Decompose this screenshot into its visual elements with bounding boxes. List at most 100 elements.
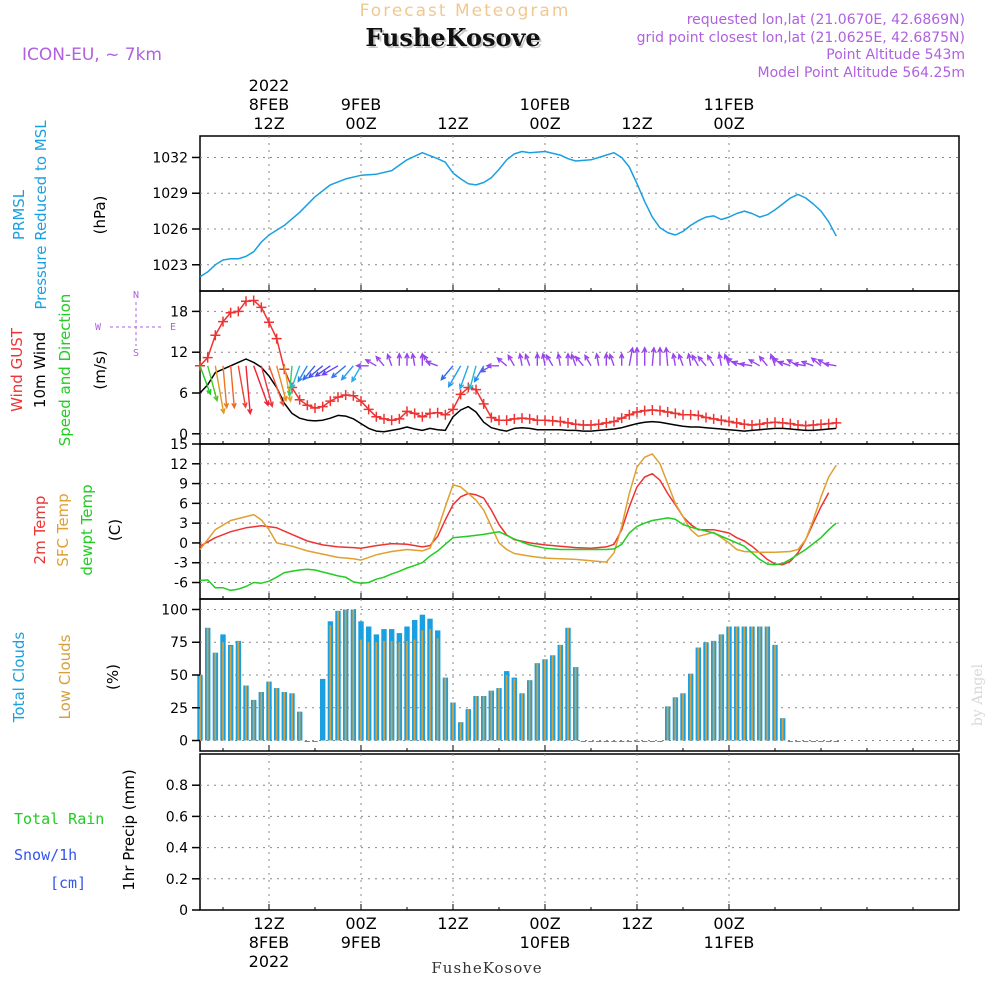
gust-marker xyxy=(655,405,665,416)
low-cloud-bar xyxy=(674,697,677,741)
bottom-time-label: 00Z xyxy=(529,914,560,933)
pressure-panel-frame xyxy=(199,135,960,292)
requested-point: requested lon,lat (21.0670E, 42.6869N) xyxy=(687,12,965,28)
temp-label-2m: 2m Temp xyxy=(31,496,49,565)
pressure-series-line xyxy=(199,150,837,278)
wind-direction-arrow xyxy=(540,352,547,366)
low-cloud-bar xyxy=(352,609,355,741)
pressure-label-prmsl: PRMSL xyxy=(10,189,28,240)
low-cloud-bar xyxy=(229,646,232,741)
top-time-label: 9FEB xyxy=(341,95,381,114)
pressure-ytick-label: 1032 xyxy=(152,150,188,166)
low-cloud-bar xyxy=(774,644,776,741)
low-cloud-bar xyxy=(429,629,431,741)
wind-direction-arrow xyxy=(691,354,699,367)
wind-direction-arrow xyxy=(404,352,410,366)
low-cloud-bar xyxy=(344,609,347,741)
gust-marker xyxy=(386,415,397,426)
temperature-series-line xyxy=(199,453,837,563)
temperature-ytick-label: 0 xyxy=(179,536,188,552)
model-altitude: Model Point Altitude 564.25m xyxy=(758,65,965,81)
gust-marker xyxy=(785,418,796,429)
low-cloud-bar xyxy=(498,688,500,741)
gust-marker xyxy=(662,407,673,418)
compass-rose: N S W E xyxy=(95,290,176,359)
wind-direction-arrow xyxy=(496,357,508,367)
low-cloud-bar xyxy=(544,659,546,741)
precip-panel-frame xyxy=(199,753,960,911)
precip-ytick-label: 0 xyxy=(179,903,188,919)
credit-watermark: by Angel xyxy=(970,663,986,726)
clouds-ytick-label: 100 xyxy=(161,602,188,618)
wind-direction-arrow xyxy=(314,365,331,378)
precip-label-rain: Total Rain xyxy=(14,810,104,828)
gust-marker xyxy=(210,330,221,341)
low-cloud-bar xyxy=(505,675,508,741)
wind-direction-arrow xyxy=(570,352,577,367)
low-cloud-bar xyxy=(444,677,447,741)
clouds-ytick-label: 0 xyxy=(179,734,188,750)
wind-direction-arrow xyxy=(706,354,715,367)
cloud-label-unit: (%) xyxy=(104,664,122,690)
low-cloud-bar xyxy=(720,634,723,741)
wind-direction-arrow xyxy=(565,352,571,366)
bottom-time-label: 8FEB xyxy=(249,933,289,952)
bottom-time-label: 9FEB xyxy=(341,933,381,952)
wind-direction-arrow xyxy=(440,365,454,381)
precip-ytick-label: 0.2 xyxy=(166,872,188,888)
low-cloud-bar xyxy=(337,610,339,741)
gust-marker xyxy=(432,407,443,418)
wind-direction-arrow xyxy=(634,346,640,366)
top-time-label: 10FEB xyxy=(520,95,571,114)
wind-direction-arrow xyxy=(697,355,707,367)
wind-direction-arrow xyxy=(260,365,274,408)
gust-marker xyxy=(225,307,236,318)
low-cloud-bar xyxy=(735,626,738,741)
wind-direction-arrow xyxy=(410,352,417,366)
gust-marker xyxy=(601,417,612,428)
cloud-label-low: Low Clouds xyxy=(56,634,74,719)
gust-marker xyxy=(632,407,642,418)
wind-direction-arrow xyxy=(268,365,285,407)
wind-direction-arrow xyxy=(574,355,584,367)
low-cloud-bar xyxy=(743,626,746,741)
clouds-ytick-label: 75 xyxy=(170,635,188,651)
gust-marker xyxy=(701,412,711,423)
axis-ticks: 1023102610291032061218-6-303691215025507… xyxy=(152,76,960,971)
gust-marker xyxy=(624,409,635,420)
temperature-panel-frame xyxy=(199,443,960,600)
wind-direction-arrow xyxy=(424,360,438,367)
gust-marker xyxy=(317,401,328,412)
precip-label-cm: [cm] xyxy=(50,874,86,892)
wind-direction-arrow xyxy=(230,365,237,410)
low-cloud-bar xyxy=(682,693,684,741)
gust-marker xyxy=(363,404,374,415)
low-cloud-bar xyxy=(712,640,715,741)
top-time-label: 11FEB xyxy=(704,95,755,114)
wind-direction-arrow xyxy=(545,354,554,367)
wind-direction-arrow xyxy=(222,365,230,410)
wind-direction-arrow xyxy=(534,352,541,366)
low-cloud-bar xyxy=(574,667,577,741)
low-cloud-bar xyxy=(245,685,247,741)
model-label: ICON-EU, ~ 7km xyxy=(22,45,162,65)
gust-marker xyxy=(754,419,765,430)
wind-series-line xyxy=(199,358,837,433)
gust-marker xyxy=(394,413,405,424)
wind-direction-arrow xyxy=(608,352,615,367)
low-cloud-bar xyxy=(367,642,370,741)
low-cloud-bar xyxy=(551,655,554,741)
gust-marker xyxy=(471,384,481,395)
temperature-ytick-label: 6 xyxy=(179,496,188,512)
wind-direction-arrow xyxy=(641,346,648,366)
low-cloud-bar xyxy=(214,652,217,741)
gust-marker xyxy=(402,406,412,417)
pressure-label-unit: (hPa) xyxy=(91,196,109,235)
low-cloud-bar xyxy=(467,709,470,741)
low-cloud-bar xyxy=(252,699,255,741)
wind-direction-arrow xyxy=(777,360,791,367)
wind-ytick-label: 0 xyxy=(179,427,188,443)
wind-label-speed-dir: Speed and Direction xyxy=(56,294,74,447)
wind-direction-arrow xyxy=(447,365,462,388)
wind-direction-arrow xyxy=(340,365,354,381)
